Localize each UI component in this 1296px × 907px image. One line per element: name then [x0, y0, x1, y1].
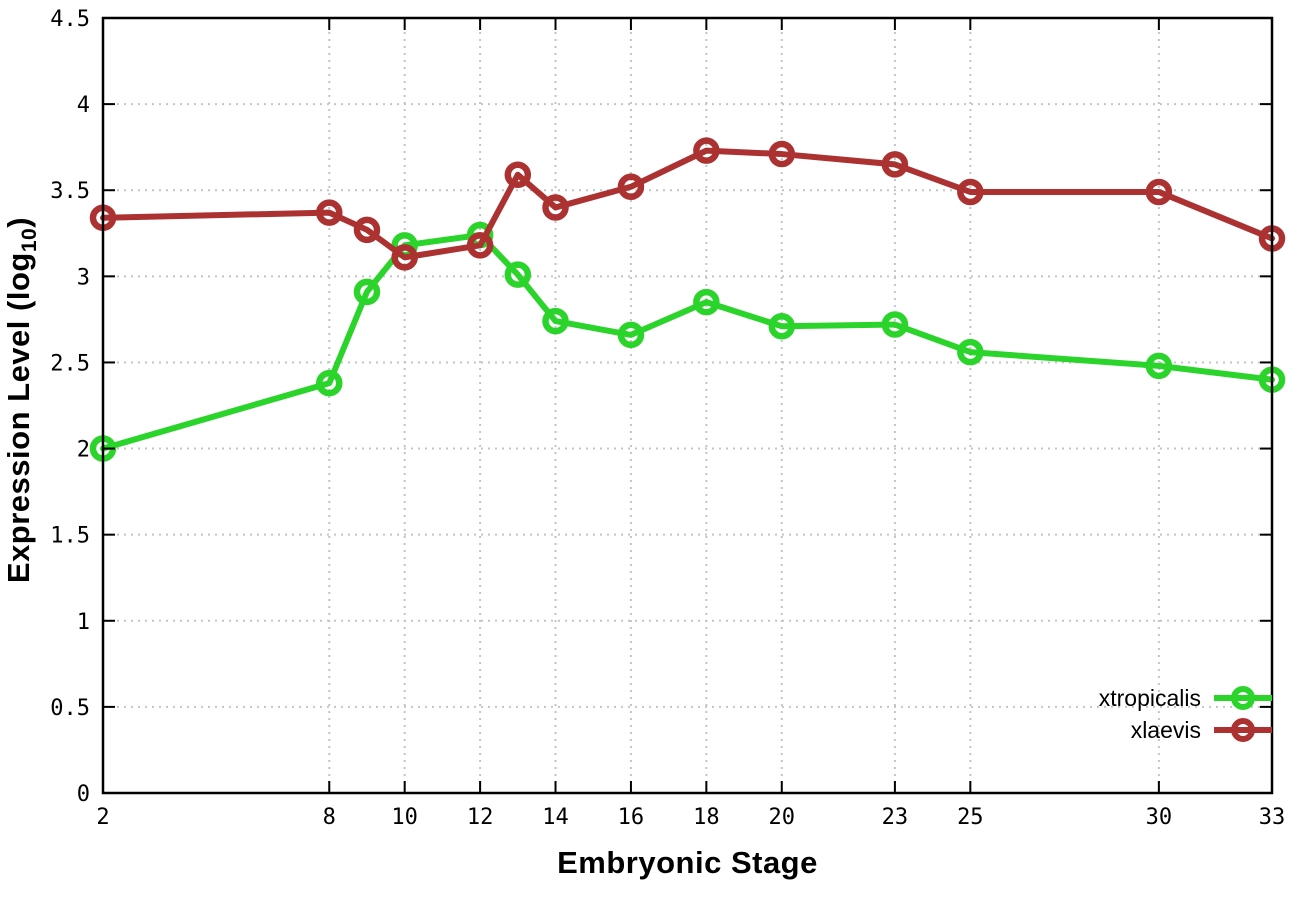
y-tick-label: 2: [77, 438, 90, 463]
x-tick-label: 16: [618, 805, 645, 830]
tick-marks: [102, 17, 1273, 794]
x-tick-label: 14: [542, 805, 569, 830]
x-tick-label: 10: [391, 805, 418, 830]
series-markers-xtropicalis: [89, 221, 1286, 462]
y-tick-label: 2.5: [50, 351, 90, 376]
data-point-xtropicalis: [504, 261, 532, 288]
data-point-xtropicalis: [881, 311, 909, 338]
data-point-xlaevis: [466, 232, 494, 259]
data-point-xlaevis: [693, 137, 720, 164]
data-point-xlaevis: [957, 178, 984, 206]
x-tick-label: 12: [467, 805, 494, 830]
y-axis-title-close: ): [1, 216, 36, 228]
x-tick-label: 33: [1259, 805, 1286, 830]
series-markers-xlaevis: [89, 137, 1286, 271]
plot-border: [101, 16, 1274, 795]
legend-row: xtropicalis: [1099, 684, 1272, 712]
x-tick-label: 23: [882, 805, 909, 830]
data-point-xtropicalis: [353, 278, 381, 306]
data-point-xtropicalis: [542, 307, 569, 335]
legend-marker-xtropicalis-icon: [1214, 686, 1272, 710]
x-tick-labels: 2 8 10 12 14 16 18 20 23 25 30 33: [96, 805, 1285, 830]
x-tick-label: 30: [1146, 805, 1173, 830]
y-axis-title-text: Expression Level (log: [1, 252, 36, 584]
grid-lines: [103, 18, 1272, 793]
data-point-xlaevis: [542, 194, 569, 221]
y-tick-label: 4.5: [50, 7, 90, 32]
y-tick-label: 1.5: [50, 524, 90, 549]
data-point-xlaevis: [316, 199, 343, 226]
data-point-xlaevis: [391, 244, 418, 271]
legend: xtropicalis xlaevis: [1099, 684, 1272, 744]
y-tick-label: 3: [77, 265, 90, 290]
data-point-xtropicalis: [1145, 352, 1173, 380]
x-axis-title: Embryonic Stage: [557, 845, 818, 880]
legend-row: xlaevis: [1131, 716, 1272, 744]
legend-label-xtropicalis: xtropicalis: [1098, 684, 1201, 711]
y-tick-label: 3.5: [50, 179, 90, 204]
data-point-xtropicalis: [617, 321, 645, 349]
data-point-xtropicalis: [693, 288, 720, 316]
data-point-xtropicalis: [316, 369, 343, 397]
series-line-xtropicalis: [100, 232, 1275, 452]
data-point-xtropicalis: [957, 338, 984, 366]
series-line-xlaevis: [100, 147, 1275, 261]
data-point-xlaevis: [1145, 178, 1173, 206]
y-tick-label: 1: [77, 610, 90, 635]
y-axis-title: Expression Level (log10): [1, 170, 43, 630]
data-point-xlaevis: [881, 151, 909, 178]
x-tick-label: 18: [693, 805, 720, 830]
x-tick-label: 8: [323, 805, 336, 830]
x-tick-label: 20: [769, 805, 796, 830]
y-tick-label: 0: [77, 782, 90, 807]
legend-marker-xlaevis-icon: [1214, 718, 1272, 742]
data-point-xlaevis: [504, 161, 532, 188]
x-tick-label: 25: [957, 805, 984, 830]
data-point-xlaevis: [768, 140, 796, 168]
y-tick-label: 4: [77, 93, 90, 118]
legend-label-xlaevis: xlaevis: [1130, 716, 1201, 743]
y-axis-title-subscript: 10: [18, 227, 42, 253]
y-tick-label: 0.5: [50, 696, 90, 721]
data-point-xtropicalis: [768, 313, 796, 340]
y-tick-labels: 0 0.5 1 1.5 2 2.5 3 3.5 4 4.5: [50, 7, 90, 807]
data-point-xlaevis: [617, 173, 645, 201]
data-point-xlaevis: [353, 216, 381, 244]
x-tick-label: 2: [96, 805, 109, 830]
